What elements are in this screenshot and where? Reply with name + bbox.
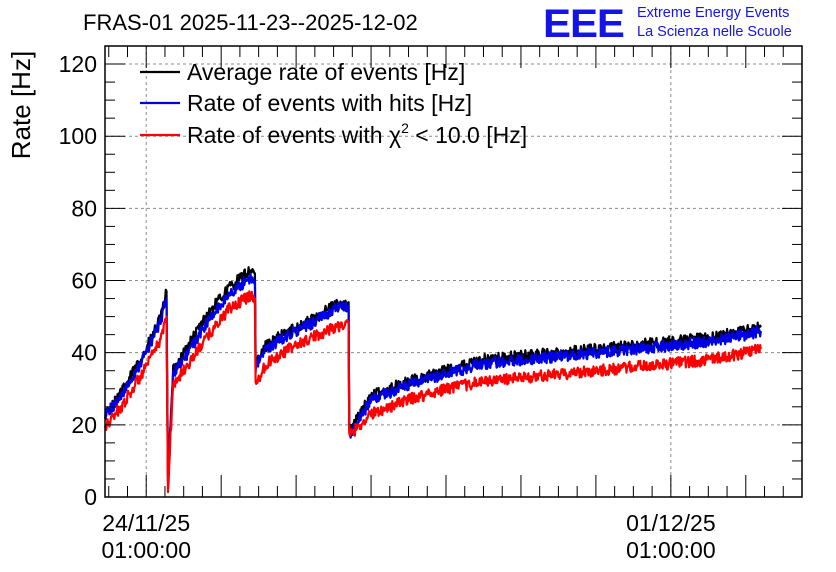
x-tick-label-time: 01:00:00	[101, 537, 191, 563]
y-tick-label: 0	[84, 484, 97, 510]
legend-label-3: Rate of events with χ2 < 10.0 [Hz]	[187, 120, 527, 148]
y-tick-label: 60	[71, 268, 97, 294]
y-tick-label: 20	[71, 412, 97, 438]
y-tick-label: 40	[71, 340, 97, 366]
x-tick-label-date: 24/11/25	[102, 510, 190, 536]
logo-caption-line2: La Scienza nelle Scuole	[637, 24, 792, 40]
tick-labels: 02040608010012024/11/2501:00:0001/12/250…	[59, 51, 716, 563]
legend: Average rate of events [Hz] Rate of event…	[140, 59, 527, 148]
chart-title: FRAS-01 2025-11-23--2025-12-02	[83, 10, 418, 35]
eee-logo: EEE	[543, 2, 625, 46]
logo-caption: Extreme Energy Events La Scienza nelle S…	[637, 4, 792, 42]
y-axis-label: Rate [Hz]	[6, 51, 36, 159]
data-series	[103, 266, 762, 494]
logo-caption-line1: Extreme Energy Events	[637, 5, 790, 21]
y-tick-label: 120	[59, 51, 97, 77]
y-tick-label: 100	[59, 123, 97, 149]
x-tick-label-date: 01/12/25	[626, 510, 716, 536]
y-tick-label: 80	[71, 195, 97, 221]
axes	[104, 45, 803, 498]
plot-frame	[104, 45, 803, 498]
legend-label-2: Rate of events with hits [Hz]	[187, 90, 472, 116]
series-line-3	[103, 290, 762, 494]
tick-marks	[105, 45, 803, 498]
legend-label-1: Average rate of events [Hz]	[187, 59, 465, 85]
series-line-2	[103, 272, 762, 480]
x-tick-label-time: 01:00:00	[626, 537, 716, 563]
